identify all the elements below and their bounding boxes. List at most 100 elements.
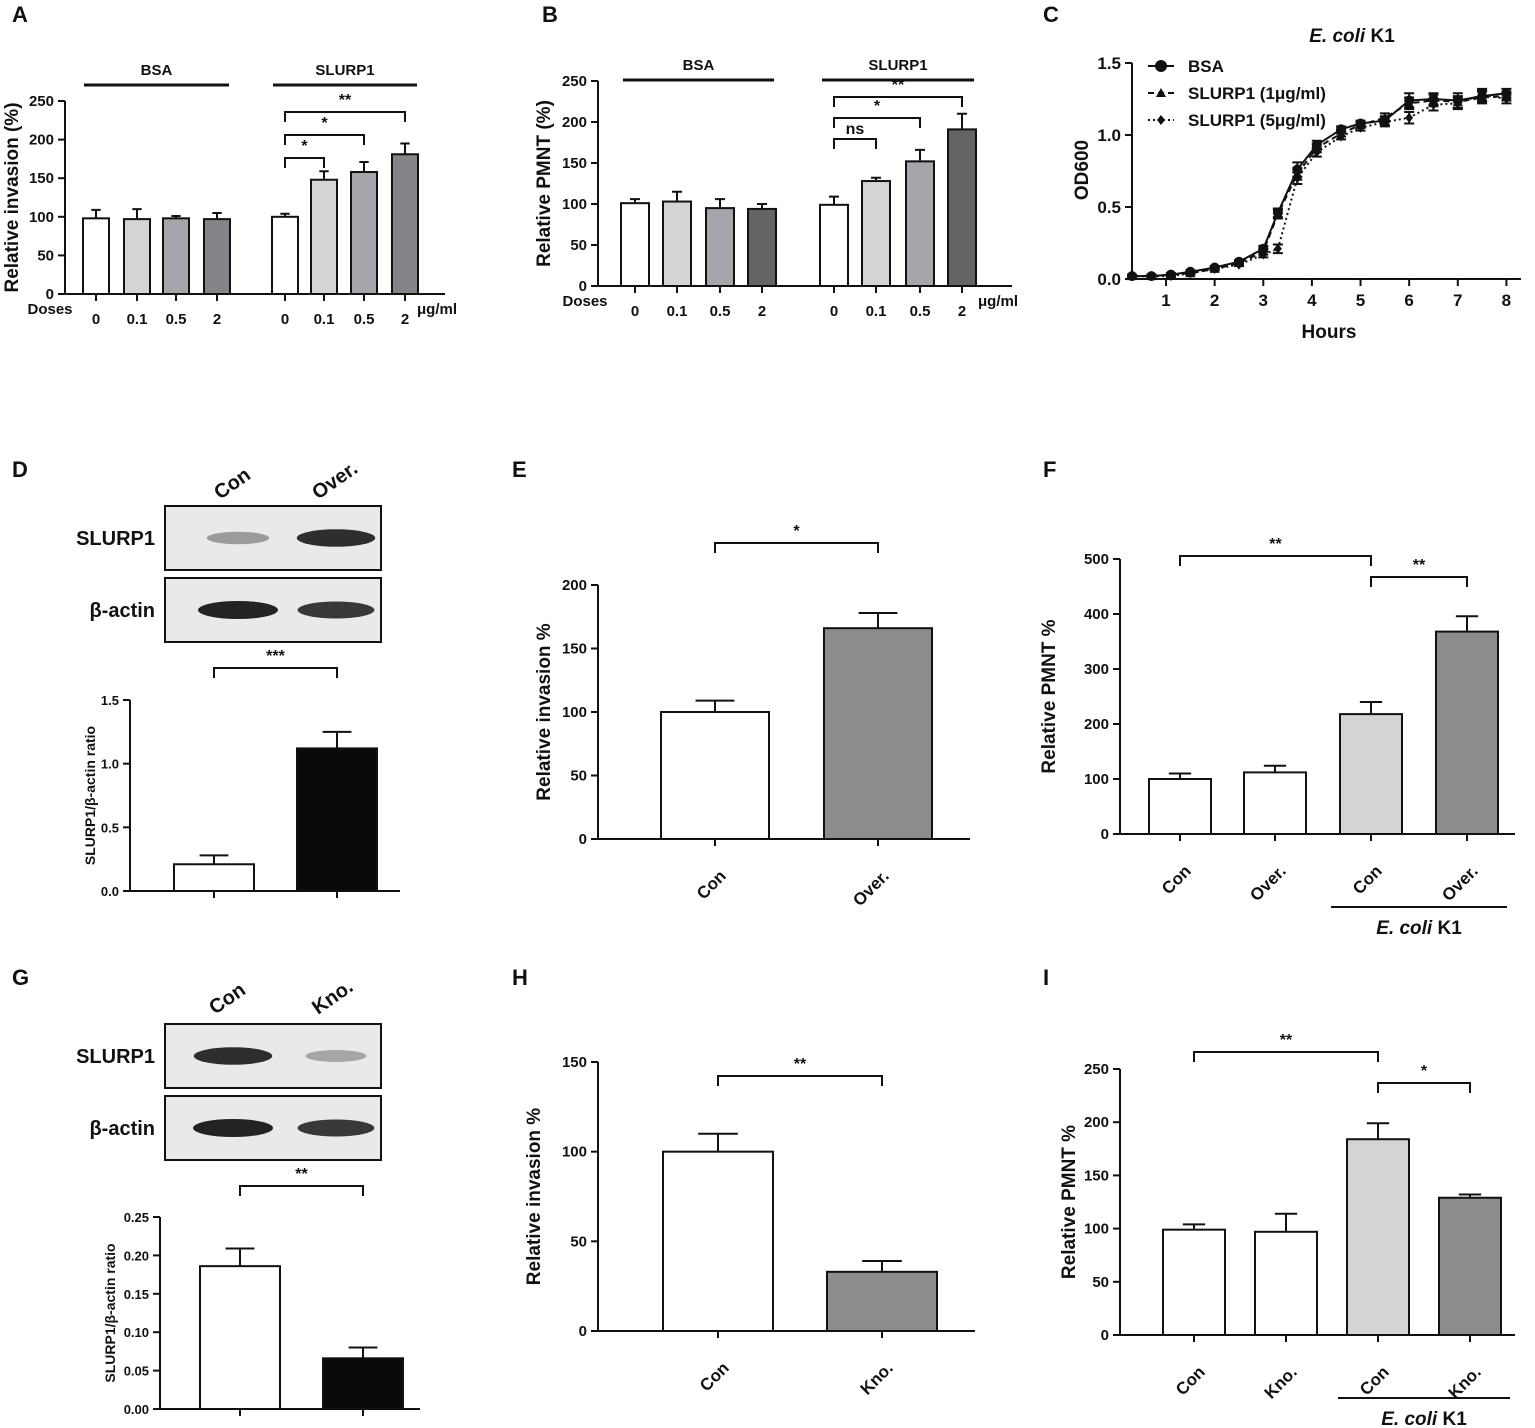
y-tick-label-G: 0.05 (124, 1364, 149, 1379)
y-tick-label-E: 150 (562, 641, 587, 658)
y-axis-label-H: Relative invasion % (524, 1108, 545, 1286)
y-tick-label-D: 0.5 (101, 820, 119, 835)
series-point-C-2 (1380, 117, 1389, 128)
error-bar-B-6 (914, 148, 926, 162)
sig-bracket-B (833, 117, 921, 128)
x-axis-label-C: Hours (1302, 322, 1357, 343)
error-bar-A-6 (359, 160, 369, 173)
group-under-label-F: E. coli K1 (1376, 918, 1462, 939)
y-tick-label-E: 50 (570, 768, 587, 785)
y-tick-label-C: 0.5 (1097, 198, 1121, 217)
bar-F-1 (1243, 771, 1307, 836)
y-tick-label-C: 1.0 (1097, 126, 1121, 145)
y-tick-label-A: 200 (29, 132, 54, 149)
blot-lane-label-D: Over. (308, 457, 362, 504)
y-tick-label-F: 400 (1084, 606, 1109, 623)
blot-band-D-0-0 (206, 531, 270, 545)
series-point-C-2 (1273, 243, 1282, 254)
doses-label-B: Doses (562, 293, 607, 310)
panel-label-g: G (12, 965, 29, 990)
error-bar-A-4 (280, 212, 290, 217)
x-tick-label-E: Con (693, 866, 730, 903)
bar-E-1 (823, 627, 933, 840)
series-point-C-2 (1453, 98, 1462, 109)
bar-G-1 (322, 1357, 404, 1411)
sig-label-A: * (321, 115, 328, 132)
error-bar-I-0 (1182, 1223, 1206, 1230)
y-tick-label-E: 0 (579, 831, 587, 848)
error-bar-B-4 (828, 195, 840, 205)
sig-label-E: * (793, 523, 800, 540)
blot-row-label-D: SLURP1 (76, 528, 155, 550)
y-tick-label-D: 0.0 (101, 884, 119, 899)
x-tick-label-B: 0 (631, 303, 639, 320)
y-tick-label-A: 0 (46, 286, 54, 303)
blot-band-D-1-1 (297, 601, 375, 619)
x-tick-label-H: Kno. (857, 1358, 897, 1398)
bar-I-0 (1162, 1228, 1226, 1336)
blot-band-G-1-1 (297, 1119, 375, 1137)
legend-label-C-0: BSA (1188, 57, 1224, 76)
y-tick-label-H: 0 (579, 1323, 587, 1340)
sig-label-B: ns (846, 121, 865, 138)
bar-I-1 (1254, 1230, 1318, 1336)
y-tick-label-E: 100 (562, 704, 587, 721)
error-bar-B-0 (629, 198, 641, 204)
series-point-C-2 (1147, 271, 1156, 282)
bar-A-1 (123, 218, 151, 295)
y-tick-label-I: 150 (1084, 1167, 1109, 1184)
error-bar-A-1 (132, 208, 142, 220)
group-under-plain-F: K1 (1437, 918, 1462, 939)
error-bar-E-0 (695, 699, 735, 712)
y-tick-label-B: 100 (562, 196, 587, 213)
y-tick-label-I: 200 (1084, 1114, 1109, 1131)
blot-band-D-1-0 (198, 601, 278, 619)
x-tick-label-B: 2 (758, 303, 766, 320)
chart-title-C: E. coli K1 (1309, 26, 1395, 47)
series-point-C-2 (1186, 268, 1195, 279)
panel-label-b: B (542, 2, 558, 27)
x-tick-label-B: 0.1 (866, 303, 887, 320)
bar-I-2 (1346, 1138, 1410, 1336)
x-tick-label-A: 0 (92, 311, 100, 328)
y-tick-label-G: 0.20 (124, 1248, 149, 1263)
group-label-A: BSA (141, 62, 173, 79)
error-bar-F-0 (1168, 772, 1192, 779)
error-bar-F-3 (1455, 615, 1479, 632)
blot-band-G-1-0 (193, 1119, 273, 1137)
x-tick-label-I: Con (1356, 1362, 1393, 1399)
series-point-C-2 (1405, 112, 1414, 123)
panel-label-f: F (1043, 457, 1056, 482)
x-tick-label-I: Con (1172, 1362, 1209, 1399)
x-tick-label-C: 2 (1210, 291, 1219, 310)
group-under-italic-I: E. coli (1381, 1409, 1442, 1428)
group-label-B: BSA (683, 57, 715, 74)
unit-label-B: μg/ml (978, 293, 1018, 310)
bar-B-4 (819, 203, 849, 288)
x-tick-label-F: Con (1158, 861, 1195, 898)
group-under-plain-I: K1 (1442, 1409, 1467, 1428)
sig-bracket-E (714, 542, 879, 553)
x-tick-label-F: Over. (1438, 861, 1482, 905)
y-tick-label-A: 250 (29, 93, 54, 110)
y-tick-label-G: 0.00 (124, 1402, 149, 1417)
x-tick-label-C: 6 (1404, 291, 1413, 310)
blot-row-label-G: β-actin (89, 1118, 155, 1140)
bar-A-5 (310, 178, 338, 295)
error-bar-F-2 (1359, 701, 1383, 715)
y-axis-label-E: Relative invasion % (534, 623, 555, 801)
error-bar-A-7 (400, 142, 410, 155)
bar-A-7 (391, 153, 419, 295)
sig-bracket-I (1193, 1051, 1379, 1062)
x-tick-label-A: 2 (401, 311, 409, 328)
series-point-C-2 (1128, 271, 1136, 282)
x-tick-label-B: 0.5 (910, 303, 931, 320)
legend-label-C-2: SLURP1 (5μg/ml) (1188, 111, 1326, 130)
blot-band-G-0-1 (305, 1050, 367, 1062)
x-tick-label-A: 2 (213, 311, 221, 328)
y-tick-label-F: 0 (1101, 826, 1109, 843)
sig-bracket-H (717, 1075, 883, 1086)
bar-B-5 (861, 180, 891, 287)
series-point-C-2 (1293, 173, 1302, 184)
